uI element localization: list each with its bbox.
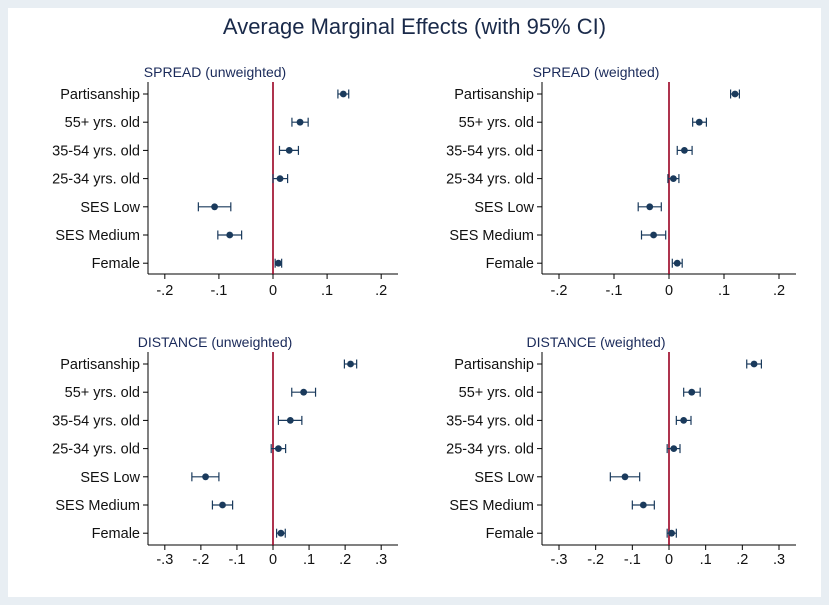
panel4-y-label: SES Medium — [449, 498, 534, 514]
panel2-y-label: SES Low — [474, 200, 534, 216]
panel3-point — [202, 473, 209, 481]
panel2-point — [731, 90, 739, 98]
panel1-x-tick-label: -.1 — [210, 283, 227, 299]
panel2-point — [695, 118, 703, 126]
panel1-y-label: Female — [92, 256, 140, 272]
panel4-x-tick-label: .3 — [773, 552, 785, 568]
panel2-y-label: Female — [486, 256, 534, 272]
panel4-title: DISTANCE (weighted) — [526, 334, 665, 350]
panel2-point — [646, 203, 654, 211]
panel1-title: SPREAD (unweighted) — [144, 64, 286, 80]
panel4-x-tick-label: -.2 — [587, 552, 604, 568]
panel2-point — [673, 259, 681, 267]
panel1-point — [226, 231, 234, 239]
panel4-point — [668, 529, 675, 537]
panel1-point — [275, 259, 282, 267]
panel3-y-label: SES Low — [80, 470, 140, 486]
panel2-y-label: Partisanship — [454, 87, 534, 103]
panel4-y-label: SES Low — [474, 470, 534, 486]
panel1-point — [296, 118, 304, 126]
panel4-y-label: 35-54 yrs. old — [446, 413, 534, 429]
panel3-y-label: Partisanship — [60, 357, 140, 373]
panel1-x-tick-label: 0 — [269, 283, 277, 299]
panel1-y-label: SES Low — [80, 200, 140, 216]
panel4-y-label: Female — [486, 526, 534, 542]
panel3-point — [275, 445, 282, 452]
panel1-y-label: 25-34 yrs. old — [52, 172, 140, 188]
panel3-point — [347, 360, 354, 368]
panel3-x-tick-label: -.2 — [192, 552, 209, 568]
panel3-y-label: 25-34 yrs. old — [52, 442, 140, 458]
panel4-point — [670, 445, 678, 452]
panel3-x-tick-label: .2 — [339, 552, 351, 568]
panel1-point — [285, 147, 293, 154]
panel4-point — [639, 501, 647, 509]
panel4-x-tick-label: -.3 — [551, 552, 568, 568]
panel2-point — [670, 175, 677, 183]
panel2-title: SPREAD (weighted) — [533, 64, 660, 80]
panel1-x-tick-label: .1 — [321, 283, 333, 299]
panel2-point — [650, 231, 657, 239]
panel4-point — [621, 473, 629, 481]
panel2-x-tick-label: -.1 — [606, 283, 623, 299]
figure-title: Average Marginal Effects (with 95% CI) — [222, 14, 607, 39]
panel1-y-label: 55+ yrs. old — [65, 115, 140, 131]
panel4-point — [688, 388, 696, 396]
panel3-y-label: SES Medium — [55, 498, 140, 514]
panel3-x-tick-label: -.3 — [156, 552, 173, 568]
panel3-x-tick-label: .1 — [303, 552, 315, 568]
panel3-x-tick-label: 0 — [269, 552, 277, 568]
panel1-y-label: 35-54 yrs. old — [52, 143, 140, 159]
panel3-x-tick-label: .3 — [375, 552, 387, 568]
panel2-y-label: 25-34 yrs. old — [446, 172, 534, 188]
panel1-x-tick-label: .2 — [375, 283, 387, 299]
panel4-point — [680, 417, 688, 424]
panel4-y-label: 25-34 yrs. old — [446, 442, 534, 458]
panel4-x-tick-label: 0 — [665, 552, 673, 568]
panel4-point — [750, 360, 758, 368]
panel3-y-label: 35-54 yrs. old — [52, 413, 140, 429]
panel2-x-tick-label: 0 — [665, 283, 673, 299]
panel2-x-tick-label: -.2 — [551, 283, 568, 299]
panel3-point — [286, 417, 294, 424]
panel3-point — [277, 529, 285, 537]
panel3-x-tick-label: -.1 — [228, 552, 245, 568]
panel2-x-tick-label: .2 — [773, 283, 785, 299]
panel4-y-label: 55+ yrs. old — [459, 385, 534, 401]
panel1-point — [276, 175, 284, 183]
panel1-y-label: SES Medium — [55, 228, 140, 244]
panel2-x-tick-label: .1 — [718, 283, 730, 299]
panel3-y-label: 55+ yrs. old — [65, 385, 140, 401]
panel3-y-label: Female — [92, 526, 140, 542]
panel2-point — [681, 147, 688, 154]
panel1-point — [211, 203, 218, 211]
panel4-x-tick-label: .2 — [736, 552, 748, 568]
figure-plot-area — [8, 8, 821, 597]
panel2-y-label: 35-54 yrs. old — [446, 143, 534, 159]
panel1-point — [339, 90, 347, 98]
panel4-x-tick-label: -.1 — [624, 552, 641, 568]
panel3-point — [219, 501, 226, 509]
panel4-x-tick-label: .1 — [700, 552, 712, 568]
panel1-y-label: Partisanship — [60, 87, 140, 103]
panel2-y-label: SES Medium — [449, 228, 534, 244]
panel4-y-label: Partisanship — [454, 357, 534, 373]
panel1-x-tick-label: -.2 — [156, 283, 173, 299]
panel3-title: DISTANCE (unweighted) — [138, 334, 293, 350]
panel2-y-label: 55+ yrs. old — [459, 115, 534, 131]
panel3-point — [300, 388, 308, 396]
